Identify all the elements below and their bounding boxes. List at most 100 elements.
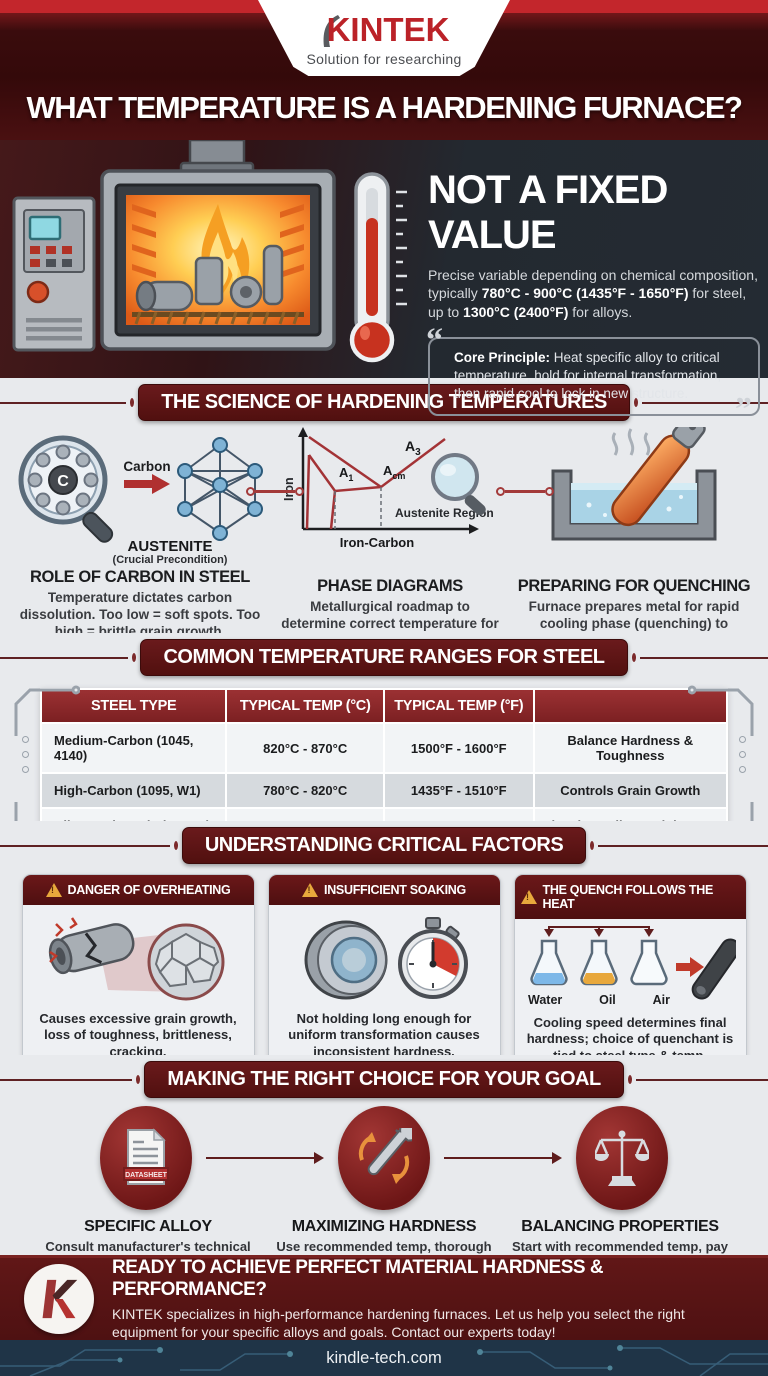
svg-text:A3: A3 (405, 438, 421, 458)
label-air: Air (652, 993, 670, 1007)
svg-text:Iron: Iron (282, 477, 296, 501)
divider-line (641, 401, 768, 404)
flow-arrow-icon (444, 1152, 562, 1164)
divider-line (0, 1078, 133, 1081)
science-header-row: THE SCIENCE OF HARDENING TEMPERATURES (0, 384, 768, 421)
science-text-1: Temperature dictates carbon dissolution.… (19, 590, 261, 633)
card-title: INSUFFICIENT SOAKING (324, 883, 466, 897)
corner-bracket-icon (14, 802, 18, 821)
cell: 1500°F - 1600°F (382, 722, 535, 774)
disc-icon (304, 920, 388, 1000)
svg-text:Acm: Acm (383, 463, 405, 481)
choice-icon-balance (576, 1106, 668, 1210)
quenchant-labels: Water Oil Air (528, 993, 670, 1007)
divider-line (598, 844, 768, 847)
svg-text:DATASHEET: DATASHEET (125, 1172, 167, 1179)
cta-body: KINTEK specializes in high-performance h… (112, 1305, 685, 1340)
choice-title: BALANCING PROPERTIES (521, 1218, 719, 1235)
masthead: KINTEK Solution for researching WHAT TEM… (0, 0, 768, 140)
magnifier-icon (431, 453, 486, 516)
cell: 780°C - 820°C (225, 772, 385, 809)
card-title: THE QUENCH FOLLOWS THE HEAT (542, 883, 714, 911)
quenched-rod-icon (676, 938, 736, 1000)
science-title-3: PREPARING FOR QUENCHING (517, 577, 751, 595)
science-item-quench: PREPARING FOR QUENCHING Furnace prepares… (510, 425, 758, 633)
austenite-lattice-icon (176, 437, 263, 541)
close-quote-icon: ” (735, 390, 752, 428)
choice-text: Use recommended temp, thorough soak, fas… (276, 1239, 492, 1254)
science-title-2: PHASE DIAGRAMS (317, 577, 463, 595)
cell: Dissolves Alloys, High Temp (532, 807, 729, 821)
flask-water-icon (530, 939, 568, 986)
hero-headline: NOT A FIXED VALUE (428, 168, 668, 257)
table-header: COMMON TEMPERATURE RANGES FOR STEEL (140, 639, 628, 676)
choices-section: MAKING THE RIGHT CHOICE FOR YOUR GOAL DA… (0, 1055, 768, 1255)
svg-text:Iron-Carbon: Iron-Carbon (340, 535, 414, 550)
cracked-metal-icon (48, 917, 225, 1001)
stopwatch-icon (398, 917, 468, 999)
divider-line (0, 844, 170, 847)
factor-card-overheating: DANGER OF OVERHEATING (21, 874, 255, 1055)
choice-text: Start with recommended temp, pay attenti… (512, 1239, 728, 1254)
wrench-icon (358, 1128, 412, 1184)
hero-body-post: for alloys. (568, 303, 633, 320)
card-text: Causes excessive grain growth, loss of t… (39, 1011, 237, 1055)
warning-icon (45, 883, 62, 897)
hero-temp-alloy: 1300°C (2400°F) (463, 303, 569, 320)
svg-text:Austenite Region: Austenite Region (395, 506, 494, 520)
circuit-pattern (0, 1345, 768, 1376)
bottom-band: kindle-tech.com (0, 1340, 768, 1376)
divider-line (639, 656, 768, 659)
hero-temp-steel: 780°C - 900°C (1435°F - 1650°F) (481, 285, 689, 302)
ring-icon (633, 398, 638, 407)
brand-tagline: Solution for researching (306, 51, 462, 67)
table-section: COMMON TEMPERATURE RANGES FOR STEEL STEE… (0, 633, 768, 821)
quote-text: Heat specific alloy to critical temperat… (454, 350, 722, 401)
cell: Balance Hardness & Toughness (532, 722, 729, 774)
divider-line (0, 656, 129, 659)
cell: Medium-Carbon (1045, 4140) (39, 722, 228, 774)
cta-headline: READY TO ACHIEVE PERFECT MATERIAL HARDNE… (112, 1256, 604, 1300)
choice-item-hardness: MAXIMIZING HARDNESS Use recommended temp… (266, 1218, 502, 1255)
disc-and-stopwatch-icon (304, 917, 468, 1000)
scale-icon (595, 1130, 649, 1186)
open-quote-icon: “ (426, 322, 443, 360)
table-header-row: STEEL TYPE TYPICAL TEMP (°C) TYPICAL TEM… (39, 688, 729, 724)
col-note (532, 688, 729, 724)
ring-icon (627, 1075, 632, 1084)
hero-body: Precise variable depending on chemical c… (428, 266, 760, 321)
cell: 820°C - 870°C (225, 722, 385, 774)
ring-icon (590, 841, 595, 850)
cell: 925°C - 1070°C (225, 807, 385, 821)
hero-body-mid: for steel, up to (428, 285, 747, 320)
col-temp-c: TYPICAL TEMP (°C) (225, 688, 385, 724)
connector-dots (496, 487, 554, 496)
science-item-carbon: C Carbon (10, 425, 270, 633)
table-row: Medium-Carbon (1045, 4140) 820°C - 870°C… (39, 722, 729, 774)
svg-text:A1: A1 (339, 465, 353, 483)
science-text-3: Furnace prepares metal for rapid cooling… (528, 599, 740, 633)
factors-section: UNDERSTANDING CRITICAL FACTORS DANGER OF… (0, 821, 768, 1055)
choice-item-alloy: SPECIFIC ALLOY Consult manufacturer's te… (30, 1218, 266, 1255)
corner-bracket-icon (688, 685, 754, 736)
choice-item-balance: BALANCING PROPERTIES Start with recommen… (502, 1218, 738, 1255)
quote-label: Core Principle: (454, 350, 551, 366)
cell: High-Carbon (1095, W1) (39, 772, 228, 809)
website-link[interactable]: kindle-tech.com (326, 1348, 442, 1367)
science-title-1: ROLE OF CARBON IN STEEL (30, 568, 250, 587)
card-text: Cooling speed determines final hardness;… (526, 1015, 734, 1055)
col-steel-type: STEEL TYPE (39, 688, 228, 724)
divider-line (635, 1078, 768, 1081)
warning-icon (520, 890, 537, 904)
core-principle-quote: “ Core Principle: Heat specific alloy to… (426, 324, 760, 426)
card-text: Not holding long enough for uniform tran… (288, 1011, 480, 1055)
ring-icon (136, 1075, 141, 1084)
science-item-phase: A3 Acm A1 Austenite Region Iron Iron-Car… (270, 425, 510, 633)
flow-arrow-icon (206, 1152, 324, 1164)
divider-line (0, 401, 127, 404)
side-dots (22, 736, 29, 773)
choice-title: MAXIMIZING HARDNESS (291, 1218, 477, 1235)
